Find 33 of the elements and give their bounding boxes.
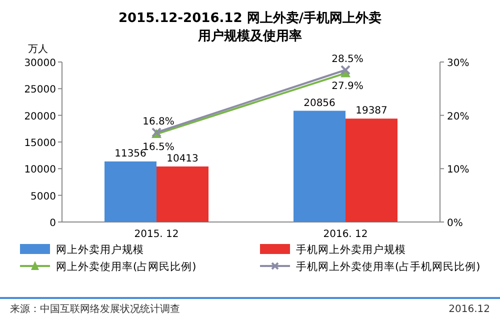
legend-label: 手机网上外卖使用率(占手机网民比例) (296, 260, 480, 273)
y-tick-label: 30000 (24, 58, 56, 69)
data-label: 27.9% (332, 81, 364, 92)
y-tick-label: 25000 (24, 84, 56, 96)
y-axis-title: 万人 (28, 44, 48, 55)
chart-title: 2015.12-2016.12 网上外卖/手机网上外卖 (118, 10, 382, 26)
data-label: 20856 (304, 98, 336, 109)
legend-label: 手机网上外卖用户规模 (296, 243, 406, 256)
bar (104, 161, 156, 222)
data-label: 10413 (166, 153, 198, 164)
chart-subtitle: 用户规模及使用率 (197, 28, 302, 44)
y-tick-label: 0 (50, 218, 56, 229)
y2-tick-label: 20% (447, 111, 470, 122)
bar (294, 110, 346, 222)
y-tick-label: 10000 (24, 164, 56, 176)
y-tick-label: 15000 (24, 138, 56, 149)
legend-label: 网上外卖使用率(占网民比例) (56, 260, 196, 273)
data-label: 11356 (114, 148, 146, 160)
y2-tick-label: 0% (447, 218, 463, 229)
data-label: 19387 (356, 106, 388, 117)
y2-tick-label: 30% (447, 58, 470, 69)
legend-label: 网上外卖用户规模 (56, 243, 144, 256)
data-label: 28.5% (332, 54, 364, 65)
text: 2016.12 (448, 304, 490, 315)
source-note: 来源：中国互联网络发展状况统计调查 (10, 303, 180, 315)
x-tick-label: 2015. 12 (134, 229, 179, 240)
x-tick-label: 2016. 12 (323, 229, 368, 240)
y-tick-label: 20000 (24, 111, 56, 122)
data-label: 16.8% (142, 116, 174, 128)
y-tick-label: 5000 (30, 191, 56, 202)
bar (156, 166, 208, 222)
y2-tick-label: 10% (447, 164, 470, 176)
bar (346, 118, 398, 222)
